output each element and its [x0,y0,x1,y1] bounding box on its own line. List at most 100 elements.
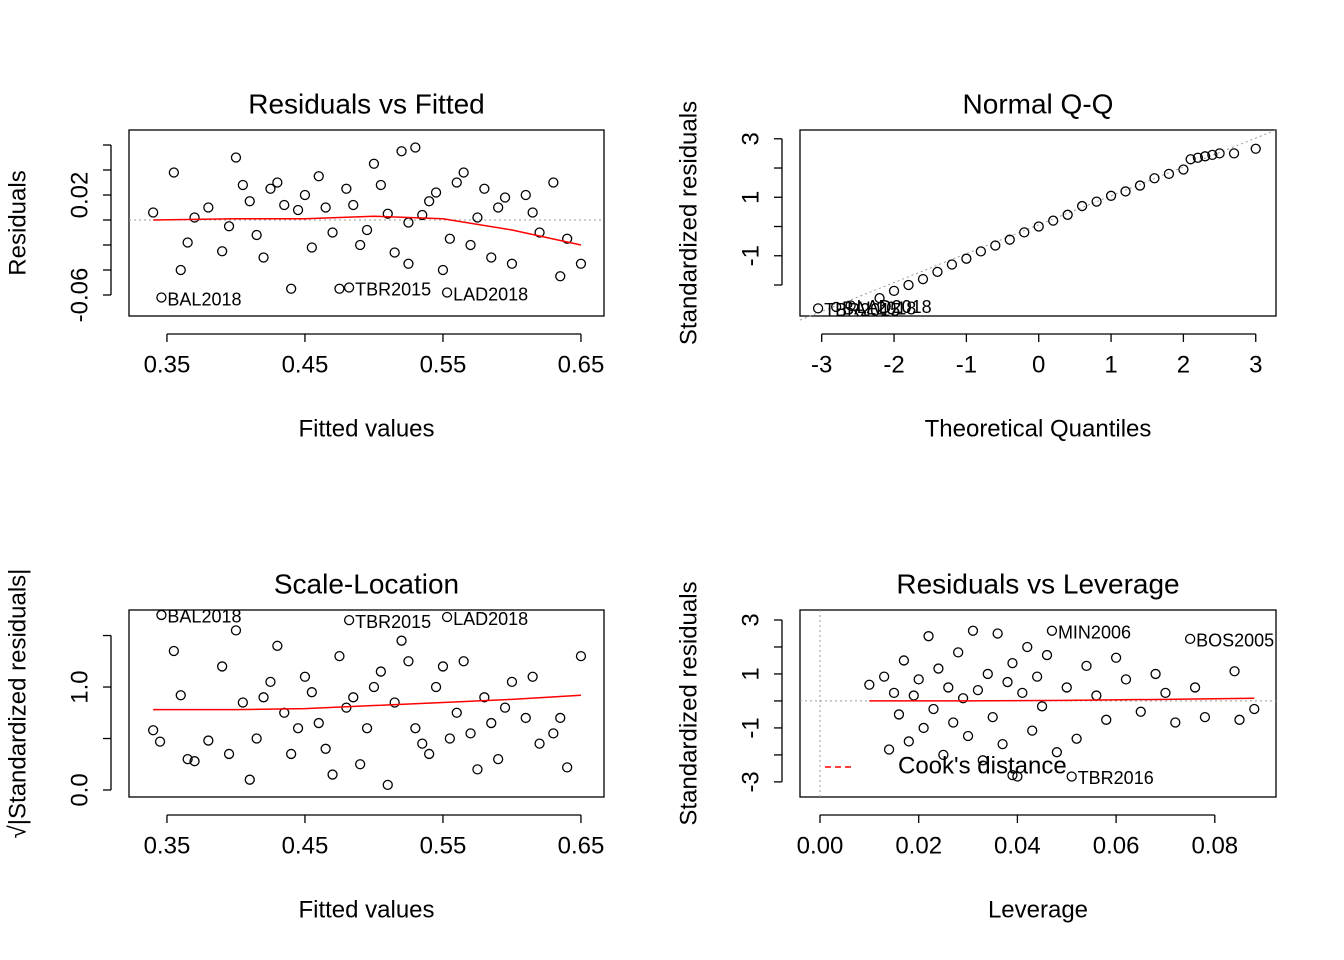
point [1135,706,1146,717]
plot-box [128,129,605,317]
point [982,668,993,680]
point [403,258,414,269]
y-axis-label: Residuals [4,170,31,275]
point [967,625,979,636]
y-tick-label: 1.0 [66,670,93,703]
point [1120,674,1132,685]
x-axis-label: Fitted values [298,896,434,923]
x-tick-label: -1 [956,351,977,378]
point [997,738,1008,750]
point [506,676,518,688]
point [313,717,324,729]
point-label: BOS2005 [1196,631,1274,651]
point [168,645,180,657]
point [265,676,276,688]
point [320,743,331,754]
point [1071,733,1082,744]
point [375,179,387,191]
x-axis-label: Theoretical Quantiles [925,415,1152,442]
point [217,246,228,257]
y-tick-label: 0.0 [66,773,93,806]
x-tick-label: 0.04 [994,832,1041,859]
y-tick-label: -1 [737,245,764,266]
point [972,684,984,696]
point [493,202,504,213]
point [1150,668,1161,680]
point [175,690,186,701]
point [575,258,587,269]
point [361,224,373,236]
point [1214,148,1225,159]
point [1207,149,1218,161]
point [465,239,476,251]
point [1031,671,1043,682]
point [292,723,304,734]
point [1120,186,1131,197]
point [1228,148,1240,159]
point [555,271,566,282]
point [520,712,531,724]
x-tick-label: 0.55 [420,832,467,859]
point [1178,164,1189,175]
point [1184,633,1196,645]
point [156,609,167,621]
point [361,723,373,734]
point-label: LAD2018 [453,609,528,629]
point [355,759,366,770]
point [279,199,290,211]
point [1189,682,1201,693]
x-tick-label: 0.35 [144,832,191,859]
point [327,769,338,780]
point [272,640,283,651]
point [1012,771,1023,782]
point [1234,714,1245,725]
point [1002,676,1013,688]
point [898,655,910,666]
y-tick-label: 1 [737,191,764,204]
point [189,756,200,767]
point [1019,227,1030,238]
point [1170,717,1181,728]
point [1017,687,1028,698]
point [251,229,262,241]
point [286,748,297,760]
point-label: TBR2015 [824,300,900,320]
x-tick-label: 0.55 [420,351,467,378]
point [189,212,200,223]
point-label: MIN2006 [1058,623,1131,643]
point [932,266,943,277]
plot-box [799,129,1277,317]
point [1004,234,1015,245]
point [1199,711,1211,723]
point [1076,200,1088,212]
point [1051,747,1063,758]
point-label: TBR2015 [355,279,431,299]
point [493,753,504,765]
point [1199,151,1211,162]
point [430,187,442,198]
x-tick-label: 0.65 [558,351,605,378]
point [874,293,885,304]
legend-label: Cook's distance [898,752,1067,779]
point [903,279,914,291]
point [987,711,998,723]
point [1007,658,1018,669]
panel-title: Residuals vs Fitted [248,88,485,119]
point [424,748,435,760]
point [368,681,380,693]
point [928,703,939,715]
point [230,625,242,636]
point [527,671,538,682]
point [458,167,469,178]
point [223,221,235,232]
point [217,661,228,672]
point [1048,215,1059,226]
point [1149,173,1160,184]
point [458,656,469,667]
point [444,233,456,244]
point [203,202,214,213]
y-axis-label: Standardized residuals [675,101,702,345]
point [306,242,318,253]
point [534,227,545,238]
